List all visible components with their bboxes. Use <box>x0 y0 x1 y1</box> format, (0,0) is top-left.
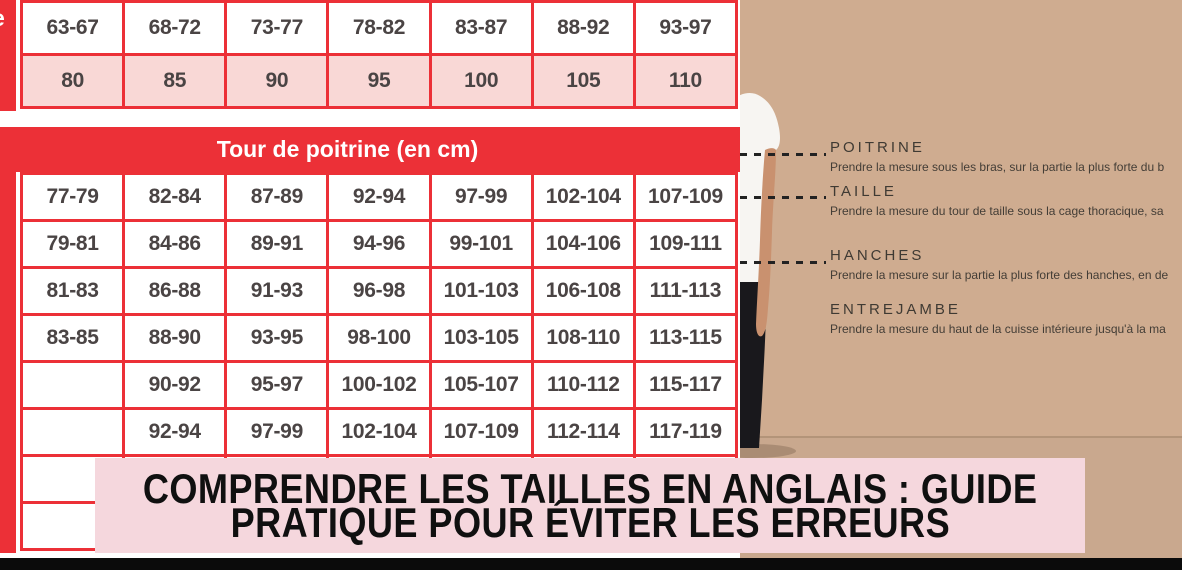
size-cell: 110 <box>635 56 735 106</box>
size-cell: 68-72 <box>125 3 225 53</box>
chest-range-cell: 97-99 <box>431 175 531 219</box>
chest-range-cell: 115-117 <box>635 363 735 407</box>
measurement-taille: TAILLE Prendre la mesure du tour de taill… <box>830 183 1164 218</box>
chest-range-cell: 108-110 <box>533 316 633 360</box>
chest-range-cell: 107-109 <box>431 410 531 454</box>
title-banner: COMPRENDRE LES TAILLES EN ANGLAIS : GUID… <box>95 458 1085 553</box>
chest-range-cell: 77-79 <box>23 175 123 219</box>
row-label-strip-top: e <box>0 0 16 111</box>
size-cell: 90 <box>227 56 327 106</box>
chest-range-cell: 91-93 <box>227 269 327 313</box>
empty-cell <box>23 363 123 407</box>
chest-range-cell: 89-91 <box>227 222 327 266</box>
chest-range-cell: 111-113 <box>635 269 735 313</box>
chest-range-cell: 92-94 <box>125 410 225 454</box>
chest-range-cell: 100-102 <box>329 363 429 407</box>
size-cell: 78-82 <box>329 3 429 53</box>
size-cell: 73-77 <box>227 3 327 53</box>
size-cell: 85 <box>125 56 225 106</box>
banner-title-line1: COMPRENDRE LES TAILLES EN ANGLAIS : GUID… <box>142 464 1038 512</box>
banner-title-line2: PRATIQUE POUR ÉVITER LES ERREURS <box>230 498 950 546</box>
empty-cell <box>23 410 123 454</box>
chest-range-cell: 102-104 <box>533 175 633 219</box>
measurement-entrejambe: ENTREJAMBE Prendre la mesure du haut de l… <box>830 301 1166 336</box>
chest-header-band: Tour de poitrine (en cm) <box>0 127 740 172</box>
poitrine-description: Prendre la mesure sous les bras, sur la … <box>830 160 1165 174</box>
measurement-hanches: HANCHES Prendre la mesure sur la partie l… <box>830 247 1168 282</box>
row-label-fragment: e <box>0 5 5 32</box>
chest-range-cell: 117-119 <box>635 410 735 454</box>
taille-description: Prendre la mesure du tour de taille sous… <box>830 204 1164 218</box>
chest-header-label: Tour de poitrine (en cm) <box>216 136 479 162</box>
chest-range-cell: 99-101 <box>431 222 531 266</box>
chest-range-cell: 95-97 <box>227 363 327 407</box>
chest-range-cell: 88-90 <box>125 316 225 360</box>
row-label-strip-bottom <box>0 127 16 553</box>
taille-dash-line <box>740 196 826 199</box>
chest-range-cell: 81-83 <box>23 269 123 313</box>
chest-range-cell: 92-94 <box>329 175 429 219</box>
poitrine-label: POITRINE <box>830 139 925 156</box>
measurement-poitrine: POITRINE Prendre la mesure sous les bras,… <box>830 139 1164 174</box>
poitrine-dash-line <box>740 153 826 156</box>
chest-range-cell: 105-107 <box>431 363 531 407</box>
chest-range-cell: 110-112 <box>533 363 633 407</box>
model-tshirt <box>740 93 780 282</box>
chest-range-cell: 84-86 <box>125 222 225 266</box>
chest-range-cell: 97-99 <box>227 410 327 454</box>
chest-range-cell: 104-106 <box>533 222 633 266</box>
chest-range-cell: 90-92 <box>125 363 225 407</box>
hanches-dash-line <box>740 261 826 264</box>
model-arm <box>756 148 776 337</box>
entrejambe-label: ENTREJAMBE <box>830 301 961 318</box>
hanches-description: Prendre la mesure sur la partie la plus … <box>830 268 1169 282</box>
chest-range-cell: 98-100 <box>329 316 429 360</box>
chest-range-cell: 102-104 <box>329 410 429 454</box>
chest-range-cell: 107-109 <box>635 175 735 219</box>
chest-range-cell: 112-114 <box>533 410 633 454</box>
chest-range-cell: 103-105 <box>431 316 531 360</box>
size-range-table: 63-67 68-72 73-77 78-82 83-87 88-92 93-97 80 85 9… <box>20 0 738 109</box>
chest-range-cell: 93-95 <box>227 316 327 360</box>
chest-range-cell: 83-85 <box>23 316 123 360</box>
hanches-label: HANCHES <box>830 247 925 264</box>
chest-range-cell: 82-84 <box>125 175 225 219</box>
chest-range-cell: 87-89 <box>227 175 327 219</box>
chest-range-cell: 101-103 <box>431 269 531 313</box>
chest-range-cell: 113-115 <box>635 316 735 360</box>
size-cell: 80 <box>23 56 123 106</box>
chest-range-cell: 94-96 <box>329 222 429 266</box>
chest-range-cell: 79-81 <box>23 222 123 266</box>
taille-label: TAILLE <box>830 183 897 200</box>
chest-range-cell: 86-88 <box>125 269 225 313</box>
size-cell: 93-97 <box>635 3 735 53</box>
bottom-black-bar <box>0 558 1182 570</box>
chest-range-cell: 96-98 <box>329 269 429 313</box>
chest-range-cell: 109-111 <box>635 222 735 266</box>
size-cell: 100 <box>431 56 531 106</box>
entrejambe-description: Prendre la mesure du haut de la cuisse i… <box>830 322 1166 336</box>
size-cell: 88-92 <box>533 3 633 53</box>
size-cell: 105 <box>533 56 633 106</box>
size-cell: 63-67 <box>23 3 123 53</box>
size-cell: 83-87 <box>431 3 531 53</box>
size-cell: 95 <box>329 56 429 106</box>
chest-range-cell: 106-108 <box>533 269 633 313</box>
model-illustration <box>740 93 796 458</box>
